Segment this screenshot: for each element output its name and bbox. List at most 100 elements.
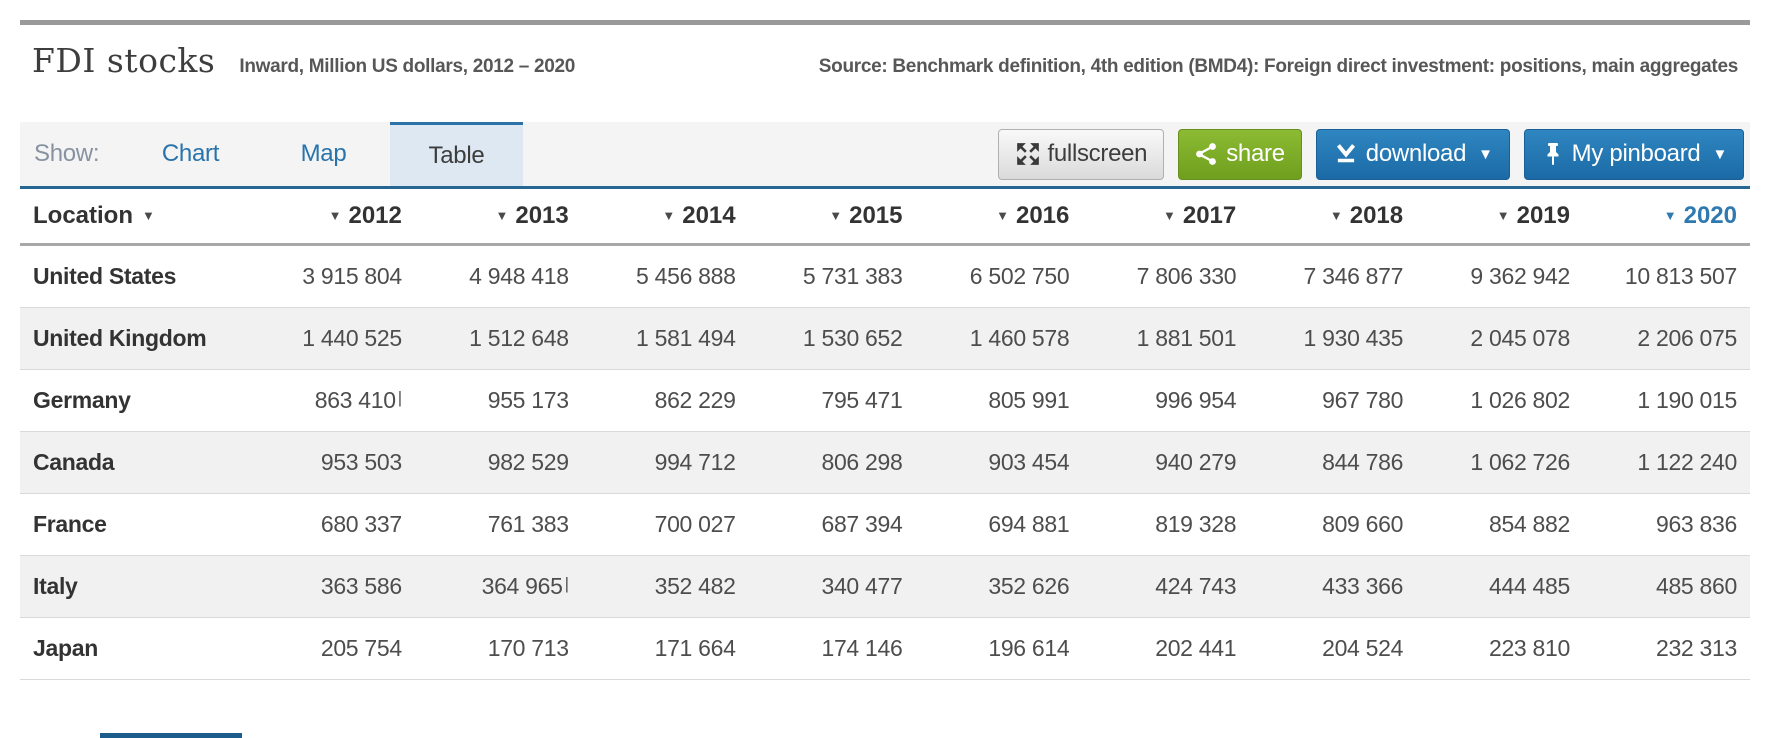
toolbar-buttons: fullscreen share download <box>997 122 1751 186</box>
cell-value: 1 440 525 <box>302 325 402 351</box>
cell-value: 196 614 <box>988 635 1070 661</box>
fullscreen-label: fullscreen <box>1047 140 1148 167</box>
cell-value: 680 337 <box>320 511 402 537</box>
column-header-2020[interactable]: ▼ 2020 <box>1583 189 1750 246</box>
sort-caret-icon: ▼ <box>328 208 342 223</box>
fullscreen-icon <box>1016 143 1039 165</box>
cell-value: 854 882 <box>1488 511 1570 537</box>
year-label: 2019 <box>1516 202 1570 229</box>
year-label: 2014 <box>682 202 736 229</box>
column-header-2014[interactable]: ▼ 2014 <box>581 189 749 246</box>
my-pinboard-button[interactable]: My pinboard ▼ <box>1523 128 1744 180</box>
view-toolbar: Show: Chart Map Table <box>20 122 1750 189</box>
pin-icon <box>1547 143 1559 165</box>
cell-value: 223 810 <box>1488 635 1570 661</box>
cell-value: 955 173 <box>487 387 569 413</box>
year-label: 2017 <box>1182 202 1237 229</box>
cell-value: 5 456 888 <box>636 263 736 289</box>
table-row: Canada 953 503 982 529 994 712 806 298 903 45… <box>20 431 1750 494</box>
cell-value: 352 626 <box>988 573 1070 599</box>
cell-value: 1 512 648 <box>469 325 569 351</box>
cell-value: 967 780 <box>1322 387 1404 413</box>
horizontal-scrollbar-thumb[interactable] <box>100 733 242 738</box>
pinboard-caret-icon: ▼ <box>1712 145 1727 163</box>
download-button[interactable]: download ▼ <box>1315 128 1510 180</box>
cell-value: 2 206 075 <box>1637 325 1737 351</box>
cell-value: 806 298 <box>821 449 903 475</box>
cell-value: 444 485 <box>1488 573 1570 599</box>
cell-value: 809 660 <box>1322 511 1404 537</box>
cell-value: 963 836 <box>1655 511 1737 537</box>
table-row: Japan 205 754 170 713 171 664 174 146 196 614… <box>20 617 1750 680</box>
cell-value: 202 441 <box>1155 635 1237 661</box>
sort-caret-icon: ▼ <box>829 208 843 223</box>
column-header-2019[interactable]: ▼ 2019 <box>1416 189 1583 246</box>
tab-chart[interactable]: Chart <box>124 122 257 186</box>
cell-value: 7 346 877 <box>1303 263 1404 289</box>
table-row: Italy 363 586 364 965 | 352 482 340 477 352 62… <box>20 555 1750 618</box>
row-location: France <box>33 511 107 537</box>
tab-map[interactable]: Map <box>257 122 390 186</box>
cell-value: 364 965 | <box>481 573 569 599</box>
break-in-series-flag: | <box>397 388 402 407</box>
cell-value: 982 529 <box>487 449 569 475</box>
column-header-2016[interactable]: ▼ 2016 <box>915 189 1083 246</box>
sort-caret-icon: ▼ <box>996 208 1009 223</box>
cell-value: 1 190 015 <box>1637 387 1737 413</box>
cell-value: 7 806 330 <box>1136 263 1237 289</box>
column-header-2013[interactable]: ▼ 2013 <box>414 189 582 246</box>
cell-value: 204 524 <box>1322 635 1404 661</box>
page-title: FDI stocks <box>32 41 216 80</box>
row-location: United Kingdom <box>33 325 207 351</box>
cell-value: 9 362 942 <box>1470 263 1570 289</box>
cell-value: 996 954 <box>1155 387 1237 413</box>
column-header-2017[interactable]: ▼ 2017 <box>1082 189 1250 246</box>
cell-value: 953 503 <box>320 449 402 475</box>
column-header-2015[interactable]: ▼ 2015 <box>748 189 916 246</box>
cell-value: 4 948 418 <box>469 263 569 289</box>
share-label: share <box>1226 140 1285 167</box>
cell-value: 863 410 | <box>314 387 402 413</box>
fullscreen-button[interactable]: fullscreen <box>997 128 1165 180</box>
row-location: Japan <box>33 635 98 661</box>
location-header-label: Location <box>33 202 133 229</box>
cell-value: 5 731 383 <box>802 263 903 289</box>
year-label: 2016 <box>1015 202 1070 229</box>
year-label: 2013 <box>515 202 569 229</box>
download-label: download <box>1365 140 1467 167</box>
cell-value: 1 530 652 <box>802 325 903 351</box>
table-row: Germany 863 410 | 955 173 862 229 795 471 805 … <box>20 369 1750 432</box>
source-note: Source: Benchmark definition, 4th editio… <box>818 56 1739 77</box>
row-location: Canada <box>33 449 115 475</box>
cell-value: 994 712 <box>654 449 736 475</box>
sort-caret-icon: ▼ <box>1162 208 1176 223</box>
break-in-series-flag: | <box>564 574 569 593</box>
column-header-2012[interactable]: ▼ 2012 <box>248 189 415 246</box>
cell-value: 340 477 <box>821 573 903 599</box>
column-header-2018[interactable]: ▼ 2018 <box>1249 189 1417 246</box>
cell-value: 687 394 <box>821 511 903 537</box>
page-header: FDI stocks Inward, Million US dollars, 2… <box>20 25 1750 80</box>
cell-value: 805 991 <box>988 387 1070 413</box>
cell-value: 761 383 <box>487 511 569 537</box>
cell-value: 1 460 578 <box>969 325 1070 351</box>
cell-value: 795 471 <box>821 387 903 413</box>
table-row: United States 3 915 804 4 948 418 5 456 888… <box>20 244 1750 308</box>
cell-value: 205 754 <box>320 635 402 661</box>
page-subtitle: Inward, Million US dollars, 2012 – 2020 <box>239 56 576 77</box>
cell-value: 844 786 <box>1322 449 1404 475</box>
my-pinboard-label: My pinboard <box>1571 140 1701 167</box>
tab-table-label: Table <box>428 141 485 169</box>
cell-value: 1 122 240 <box>1637 449 1737 475</box>
download-icon <box>1336 144 1355 163</box>
cell-value: 433 366 <box>1322 573 1404 599</box>
location-sort-caret-icon: ▼ <box>142 208 155 223</box>
cell-value: 352 482 <box>654 573 736 599</box>
tab-table[interactable]: Table <box>390 122 523 186</box>
cell-value: 1 930 435 <box>1303 325 1404 351</box>
sort-caret-icon: ▼ <box>1663 208 1677 223</box>
download-caret-icon: ▼ <box>1478 145 1493 163</box>
column-header-location[interactable]: Location ▼ <box>20 189 248 246</box>
fdi-stocks-page: FDI stocks Inward, Million US dollars, 2… <box>0 20 1770 738</box>
share-button[interactable]: share <box>1178 128 1302 180</box>
